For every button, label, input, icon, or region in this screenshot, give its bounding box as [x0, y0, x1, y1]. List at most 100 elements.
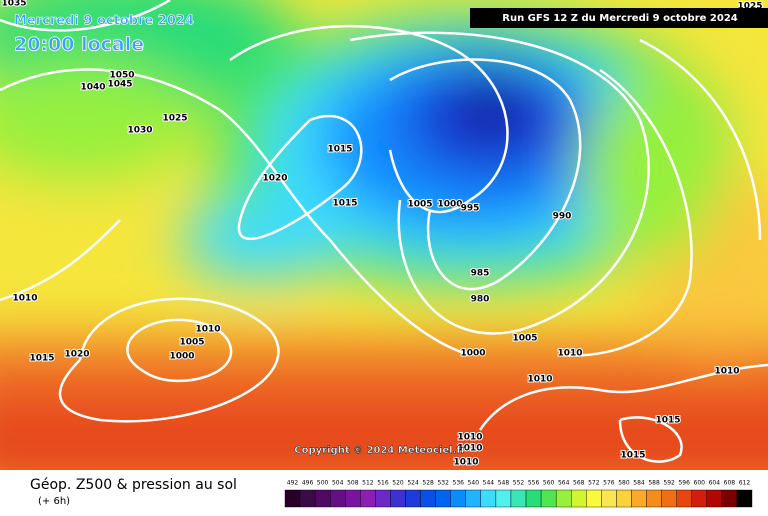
- colorbar-label: 556: [528, 480, 540, 487]
- colorbar-label: 576: [603, 480, 615, 487]
- isobar-label: 1010: [457, 444, 482, 454]
- isobar-label: 1030: [127, 126, 152, 136]
- colorbar-cell: [631, 489, 647, 508]
- colorbar-cell: [375, 489, 391, 508]
- isobar-label: 1010: [557, 349, 582, 359]
- run-banner: [470, 8, 768, 28]
- isobar-label: 1020: [262, 174, 287, 184]
- isobar-label: 1020: [64, 350, 89, 360]
- geopotential-field: [0, 0, 768, 500]
- colorbar-cell: [450, 489, 466, 508]
- isobar-label: 1050: [109, 71, 134, 81]
- colorbar-label: 504: [332, 480, 344, 487]
- colorbar-label: 508: [347, 480, 359, 487]
- colorbar-label: 608: [724, 480, 736, 487]
- colorbar-cell: [420, 489, 436, 508]
- colorbar-cell: [721, 489, 738, 508]
- colorbar-label: 560: [543, 480, 555, 487]
- isobar-label: 1000: [437, 200, 462, 210]
- colorbar-cell: [586, 489, 602, 508]
- isobar-label: 1015: [29, 354, 54, 364]
- colorbar-label: 568: [573, 480, 585, 487]
- colorbar-label: 596: [678, 480, 690, 487]
- colorbar-label: 544: [483, 480, 495, 487]
- map-date: Mercredi 9 octobre 2024: [14, 14, 194, 29]
- colorbar-cell: [299, 489, 316, 508]
- colorbar-cell: [390, 489, 406, 508]
- colorbar-cell: [510, 489, 527, 508]
- colorbar-cell: [616, 489, 632, 508]
- colorbar-label: 512: [362, 480, 374, 487]
- isobar-label: 1010: [457, 433, 482, 443]
- isobar-label: 1005: [512, 334, 537, 344]
- copyright: Copyright © 2024 Meteociel.fr: [294, 445, 465, 456]
- colorbar-label: 496: [302, 480, 314, 487]
- colorbar-cell: [555, 489, 572, 508]
- isobars: [0, 0, 768, 463]
- colorbar-cell: [495, 489, 512, 508]
- colorbar-label: 520: [392, 480, 404, 487]
- isobar-label: 1000: [169, 352, 194, 362]
- isobar-label: 1010: [453, 458, 478, 468]
- colorbar-cell: [601, 489, 617, 508]
- colorbar-cell: [525, 489, 542, 508]
- colorbar-label: 492: [287, 480, 299, 487]
- isobar-label: 985: [471, 269, 490, 279]
- colorbar-cell: [405, 489, 421, 508]
- colorbar-cell: [284, 489, 301, 508]
- legend-title: Géop. Z500 & pression au sol: [30, 477, 237, 493]
- colorbar-label: 580: [618, 480, 630, 487]
- isobar-label: 1035: [1, 0, 26, 9]
- map-time: 20:00 locale: [14, 34, 144, 56]
- colorbar-label: 552: [513, 480, 525, 487]
- colorbar-label: 564: [558, 480, 570, 487]
- colorbar-cell: [465, 489, 482, 508]
- isobar-label: 1010: [195, 325, 220, 335]
- isobar-label: 1025: [162, 114, 187, 124]
- isobar-label: 1000: [460, 349, 485, 359]
- colorbar-label: 548: [498, 480, 510, 487]
- isobar-label: 1010: [12, 294, 37, 304]
- isobar-label: 995: [461, 204, 480, 214]
- isobar-label: 1010: [714, 367, 739, 377]
- legend-subtitle: (+ 6h): [38, 496, 70, 507]
- isobar-label: 1015: [327, 145, 352, 155]
- colorbar-cell: [661, 489, 677, 508]
- isobar-label: 990: [553, 212, 572, 222]
- colorbar-label: 532: [437, 480, 449, 487]
- isobar-label: 1005: [407, 200, 432, 210]
- colorbar-cell: [736, 489, 753, 508]
- colorbar-cell: [540, 489, 557, 508]
- colorbar-cell: [329, 489, 346, 508]
- colorbar-label: 604: [709, 480, 721, 487]
- colorbar-label: 516: [377, 480, 389, 487]
- run-info: Run GFS 12 Z du Mercredi 9 octobre 2024: [502, 13, 738, 24]
- isobar-label: 1005: [179, 338, 204, 348]
- colorbar-cell: [691, 489, 708, 508]
- colorbar-label: 584: [633, 480, 645, 487]
- isobar-label: 980: [471, 295, 490, 305]
- colorbar-label: 588: [648, 480, 660, 487]
- colorbar-cell: [360, 489, 376, 508]
- colorbar-label: 536: [453, 480, 465, 487]
- colorbar-cell: [706, 489, 723, 508]
- colorbar-label: 500: [317, 480, 329, 487]
- colorbar-cell: [676, 489, 692, 508]
- colorbar: 492 496 500 504 508 512 516 520 524 528 532 536 540 5…: [284, 480, 753, 508]
- colorbar-label: 528: [422, 480, 434, 487]
- isobar-label: 1045: [107, 80, 132, 90]
- colorbar-cell: [646, 489, 662, 508]
- colorbar-label: 592: [663, 480, 675, 487]
- colorbar-label: 612: [739, 480, 751, 487]
- colorbar-label: 540: [468, 480, 480, 487]
- colorbar-cell: [345, 489, 361, 508]
- colorbar-label: 572: [588, 480, 600, 487]
- isobar-label: 1040: [80, 83, 105, 93]
- isobar-label: 1015: [620, 451, 645, 461]
- colorbar-cell: [435, 489, 451, 508]
- isobar-label: 1015: [655, 416, 680, 426]
- colorbar-cell: [480, 489, 497, 508]
- colorbar-cell: [314, 489, 331, 508]
